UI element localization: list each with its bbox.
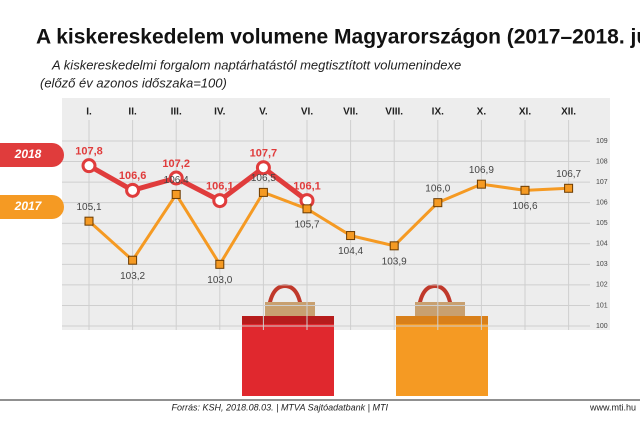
point [128, 255, 138, 265]
value-label: 106,4 [164, 175, 189, 186]
value-label: 103,9 [382, 256, 407, 267]
series-line [87, 182, 569, 268]
y-tick-label: 108 [596, 158, 608, 165]
x-tick-label: I. [86, 107, 92, 118]
point [302, 204, 312, 214]
x-tick-label: VII. [343, 107, 358, 118]
value-label: 103,0 [207, 275, 232, 286]
chart-title: A kiskereskedelem volumene Magyarországo… [36, 26, 640, 49]
y-tick-label: 107 [596, 179, 608, 186]
point [168, 170, 184, 186]
y-tick-label: 101 [596, 302, 608, 309]
y-tick-label: 102 [596, 282, 608, 289]
point [171, 189, 181, 199]
value-label: 103,2 [120, 271, 145, 282]
point [215, 259, 225, 269]
point [389, 241, 399, 251]
value-label: 107,8 [75, 146, 103, 158]
x-tick-label: VI. [301, 107, 313, 118]
legend-badge [0, 195, 64, 219]
point [84, 216, 94, 226]
x-tick-label: VIII. [385, 107, 403, 118]
subtitle: (előző év azonos időszaka=100) [40, 75, 227, 90]
plot-background [62, 98, 610, 330]
value-label: 107,7 [250, 148, 278, 160]
series-line [87, 163, 309, 204]
y-tick-label: 103 [596, 261, 608, 268]
value-label: 106,1 [293, 181, 321, 193]
x-tick-label: II. [128, 107, 137, 118]
value-label: 105,1 [76, 202, 101, 213]
value-label: 106,7 [556, 169, 581, 180]
point [81, 158, 97, 174]
x-tick-label: XII. [561, 107, 576, 118]
point [258, 187, 268, 197]
value-label: 105,7 [294, 219, 319, 230]
point [520, 185, 530, 195]
x-tick-label: XI. [519, 107, 531, 118]
value-label: 107,2 [162, 158, 190, 170]
value-label: 106,9 [469, 165, 494, 176]
point [125, 182, 141, 198]
point [476, 179, 486, 189]
value-label: 104,4 [338, 246, 363, 257]
value-label: 106,5 [251, 173, 276, 184]
subtitle: A kiskereskedelmi forgalom naptárhatástó… [51, 57, 461, 72]
y-tick-label: 105 [596, 220, 608, 227]
y-tick-label: 104 [596, 241, 608, 248]
point [255, 160, 271, 176]
y-tick-label: 109 [596, 138, 608, 145]
legend-badge [0, 143, 64, 167]
point [564, 183, 574, 193]
plot: 100 101 102 103 104 105 106 107 108 109 I. II. III. I… [0, 107, 608, 330]
point [346, 231, 356, 241]
y-tick-label: 106 [596, 200, 608, 207]
x-tick-label: V. [259, 107, 268, 118]
value-label: 106,6 [119, 170, 147, 182]
point [433, 198, 443, 208]
x-tick-label: X. [477, 107, 487, 118]
point [212, 193, 228, 209]
bag-decoration [242, 283, 488, 396]
x-tick-label: III. [171, 107, 182, 118]
website: www.mti.hu [589, 402, 636, 412]
x-tick-label: IV. [214, 107, 226, 118]
legend-label: 2018 [14, 147, 42, 161]
y-tick-label: 100 [596, 323, 608, 330]
value-label: 106,0 [425, 183, 450, 194]
value-label: 106,1 [206, 181, 234, 193]
legend-label: 2017 [14, 199, 43, 213]
x-tick-label: IX. [432, 107, 444, 118]
source: Forrás: KSH, 2018.08.03. | MTVA Sajtóada… [172, 402, 389, 412]
value-label: 106,6 [512, 201, 537, 212]
